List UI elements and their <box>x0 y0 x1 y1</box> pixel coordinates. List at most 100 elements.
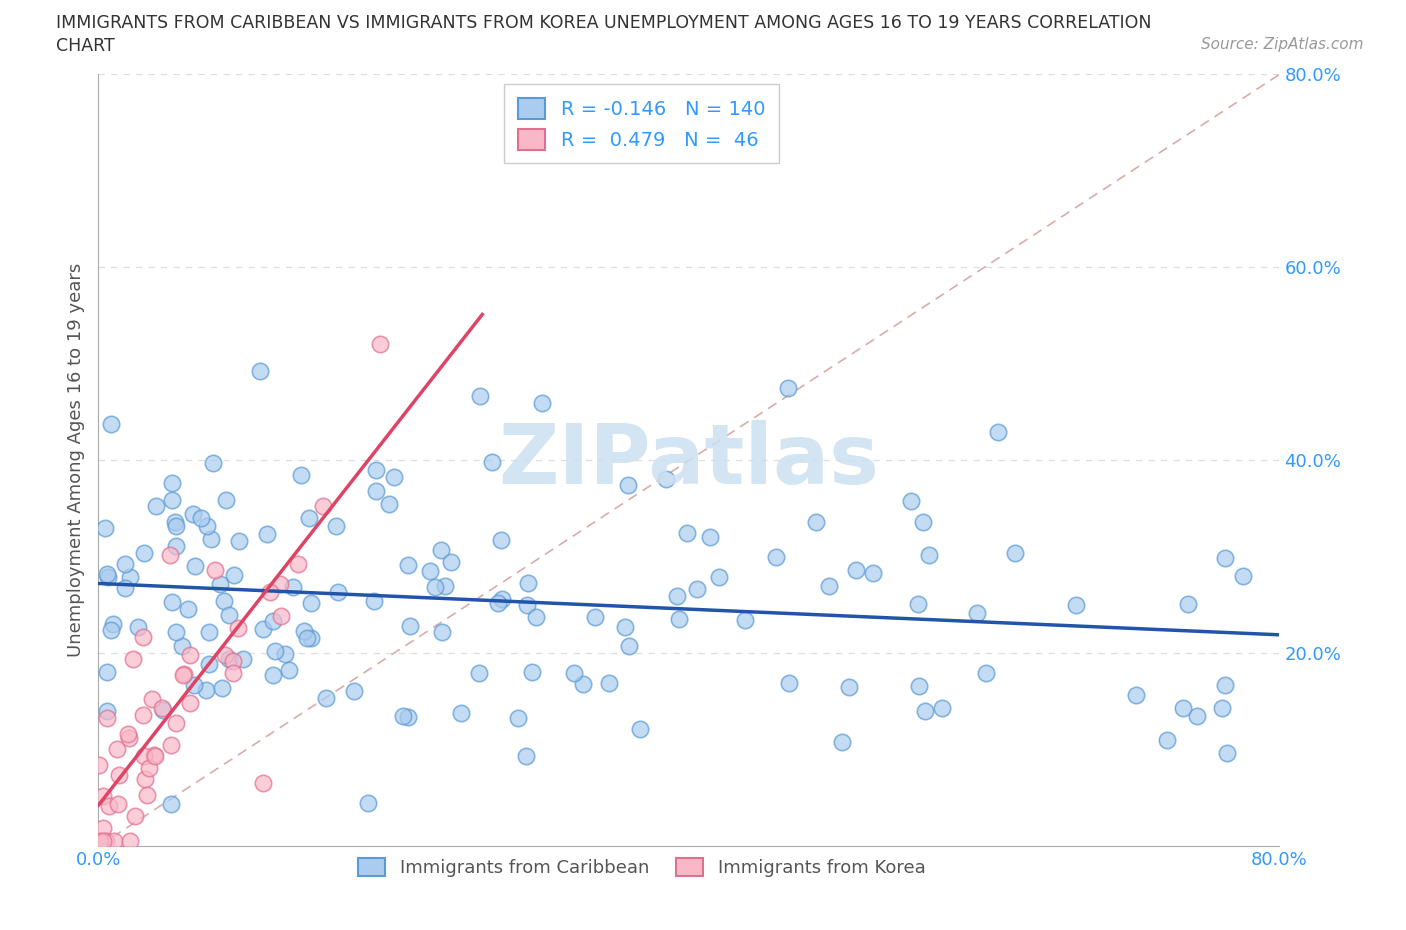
Point <box>396 558 419 573</box>
Point <box>263 644 285 658</box>
Point <box>165 538 187 553</box>
Point <box>862 565 884 580</box>
Point <box>160 493 183 508</box>
Point <box>1211 701 1233 716</box>
Point <box>228 533 250 548</box>
Point <box>912 514 935 529</box>
Point <box>433 578 456 593</box>
Point <box>299 631 322 646</box>
Point <box>201 456 224 471</box>
Point <box>278 662 301 677</box>
Point <box>328 584 350 599</box>
Point <box>97 799 120 814</box>
Point <box>357 795 380 810</box>
Point <box>686 581 709 596</box>
Point <box>143 748 166 763</box>
Point <box>259 585 281 600</box>
Point <box>96 566 118 581</box>
Point <box>614 619 637 634</box>
Point <box>516 597 538 612</box>
Point <box>138 761 160 776</box>
Point <box>145 498 167 513</box>
Point <box>91 820 114 835</box>
Point <box>179 648 201 663</box>
Point <box>96 665 118 680</box>
Point <box>522 665 544 680</box>
Point <box>160 796 183 811</box>
Point <box>283 579 305 594</box>
Point <box>132 748 155 763</box>
Point <box>91 788 114 803</box>
Point <box>617 478 640 493</box>
Point <box>262 614 284 629</box>
Point <box>114 581 136 596</box>
Point <box>1232 569 1254 584</box>
Point <box>215 493 238 508</box>
Point <box>181 507 204 522</box>
Point <box>628 722 651 737</box>
Point <box>1171 701 1194 716</box>
Point <box>103 617 125 631</box>
Point <box>222 666 245 681</box>
Point <box>524 609 547 624</box>
Point <box>152 702 174 717</box>
Point <box>132 545 155 560</box>
Point <box>1213 677 1236 692</box>
Point <box>778 676 800 691</box>
Point <box>183 558 205 573</box>
Point <box>382 470 405 485</box>
Point <box>97 569 120 584</box>
Point <box>398 618 420 633</box>
Point <box>172 668 194 683</box>
Point <box>468 389 491 404</box>
Point <box>419 564 441 578</box>
Text: ZIPatlas: ZIPatlas <box>499 419 879 501</box>
Point <box>666 589 689 604</box>
Point <box>197 625 219 640</box>
Point <box>845 563 868 578</box>
Point <box>132 630 155 644</box>
Point <box>966 605 988 620</box>
Point <box>364 463 387 478</box>
Point <box>212 594 235 609</box>
Point <box>183 678 205 693</box>
Point <box>1156 732 1178 747</box>
Point <box>87 757 110 772</box>
Point <box>177 601 200 616</box>
Point <box>1187 709 1209 724</box>
Point <box>134 771 156 786</box>
Point <box>200 532 222 547</box>
Point <box>1216 746 1239 761</box>
Point <box>232 651 254 666</box>
Point <box>165 518 187 533</box>
Point <box>252 776 274 790</box>
Point <box>100 416 122 431</box>
Point <box>987 424 1010 439</box>
Point <box>564 666 586 681</box>
Point <box>190 511 212 525</box>
Point <box>118 834 141 849</box>
Point <box>831 735 853 750</box>
Point <box>121 651 143 666</box>
Text: CHART: CHART <box>56 37 115 55</box>
Point <box>256 526 278 541</box>
Point <box>209 577 232 591</box>
Point <box>141 692 163 707</box>
Point <box>572 677 595 692</box>
Point <box>430 542 453 557</box>
Point <box>160 594 183 609</box>
Point <box>124 809 146 824</box>
Point <box>450 706 472 721</box>
Point <box>114 556 136 571</box>
Point <box>262 668 284 683</box>
Point <box>515 749 537 764</box>
Point <box>218 652 240 667</box>
Point <box>366 484 388 498</box>
Point <box>118 731 141 746</box>
Point <box>776 381 799 396</box>
Point <box>430 625 453 640</box>
Point <box>467 666 489 681</box>
Point <box>516 576 538 591</box>
Point <box>160 475 183 490</box>
Point <box>488 595 510 610</box>
